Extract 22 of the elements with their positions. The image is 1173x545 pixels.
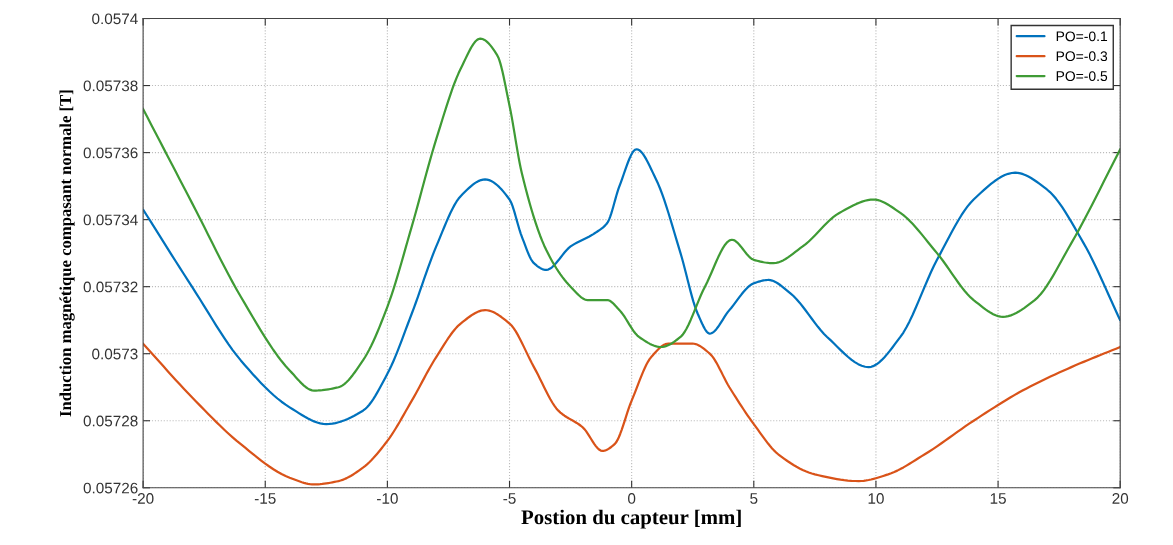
y-tick-label: 0.0574: [92, 13, 138, 25]
x-tick-label: -15: [254, 493, 276, 504]
x-tick-label: 10: [868, 493, 884, 504]
x-tick-label: 0: [628, 493, 636, 504]
y-tick-label: 0.05738: [83, 80, 138, 92]
y-tick-label: 0.0573: [92, 348, 138, 360]
legend-label: PO=-0.1: [1056, 31, 1108, 42]
legend-label: PO=-0.3: [1056, 51, 1108, 62]
y-tick-label: 0.05736: [83, 147, 138, 159]
x-tick-label: 5: [750, 493, 758, 504]
y-tick-label: 0.05728: [83, 415, 138, 427]
y-tick-label: 0.05734: [83, 214, 138, 226]
y-tick-label: 0.05726: [83, 482, 138, 494]
legend-label: PO=-0.5: [1056, 71, 1108, 82]
x-tick-label: -10: [377, 493, 398, 504]
x-tick-label: -20: [132, 493, 154, 504]
x-tick-label: 20: [1112, 493, 1129, 504]
x-axis-title: Postion du capteur [mm]: [521, 509, 741, 529]
x-tick-label: 15: [990, 493, 1006, 504]
y-axis-title: Induction magnétique compasant normale [T]: [59, 90, 75, 417]
y-tick-label: 0.05732: [83, 281, 138, 293]
x-tick-label: -5: [503, 493, 516, 504]
